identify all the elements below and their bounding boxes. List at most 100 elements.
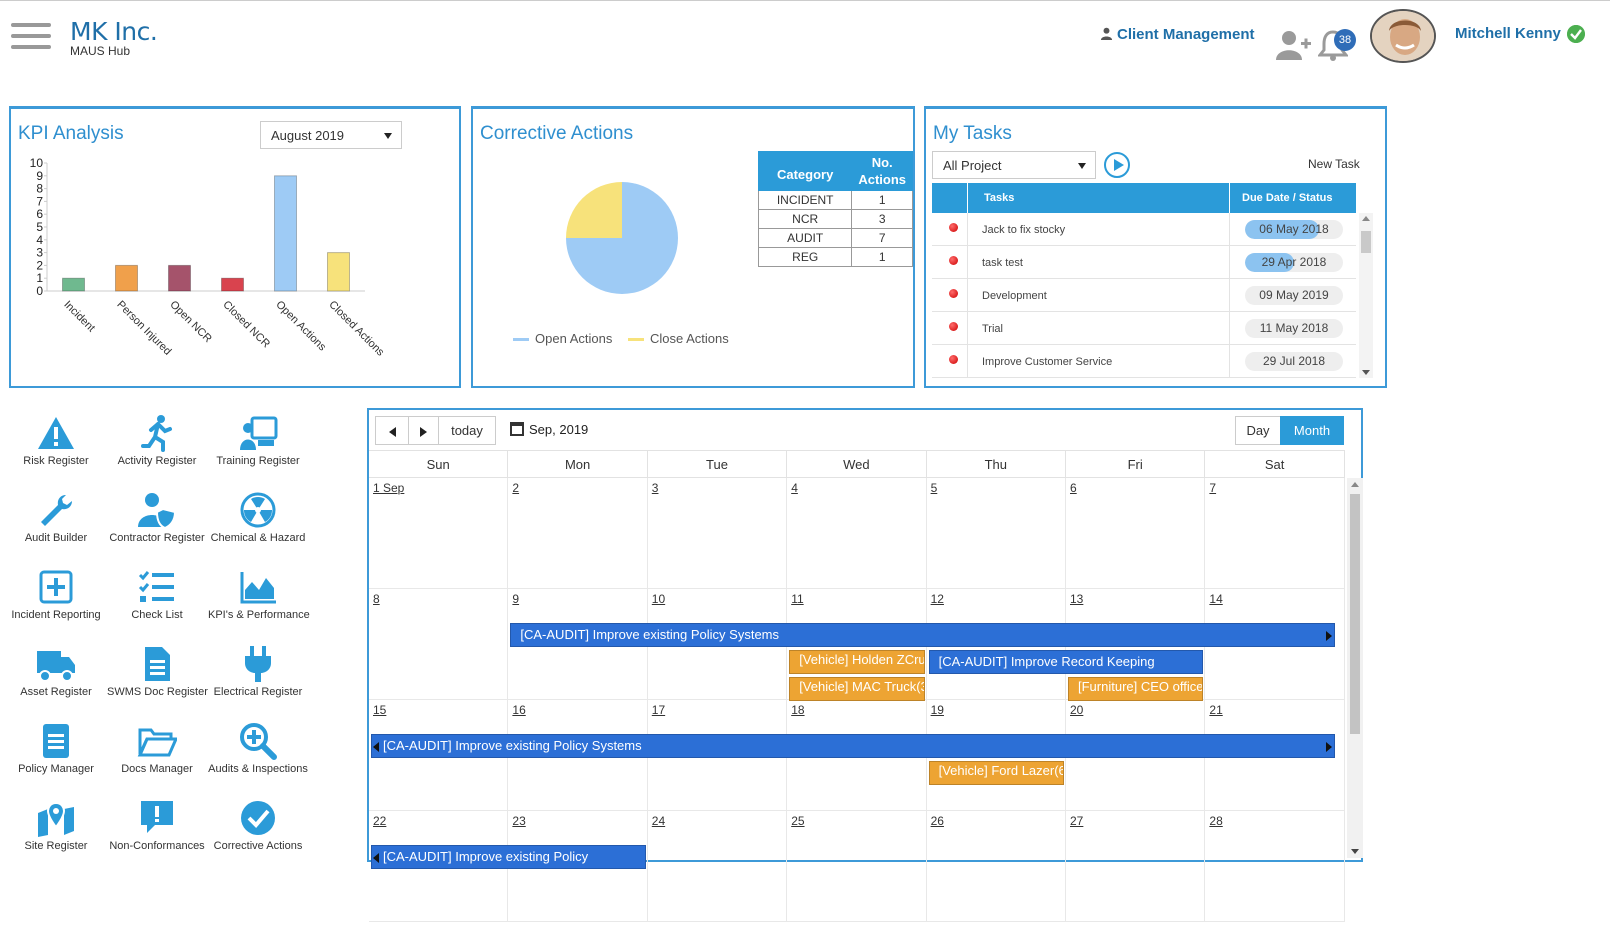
module-tile[interactable]: Audit Builder: [6, 491, 106, 561]
day-number[interactable]: 20: [1070, 703, 1084, 717]
module-tile[interactable]: Asset Register: [6, 645, 106, 715]
bar[interactable]: [221, 277, 244, 292]
module-tile[interactable]: Risk Register: [6, 414, 106, 484]
day-number[interactable]: 2: [512, 481, 520, 495]
calendar-event[interactable]: [Vehicle] Holden ZCruz(5): [789, 650, 925, 674]
pie-slice[interactable]: [566, 182, 622, 238]
scroll-thumb[interactable]: [1350, 494, 1360, 734]
day-number[interactable]: 8: [373, 592, 380, 606]
module-tile[interactable]: KPI's & Performance: [208, 568, 310, 638]
legend-item[interactable]: Close Actions: [627, 331, 729, 346]
notification-badge[interactable]: 38: [1334, 29, 1356, 51]
prev-month-button[interactable]: [375, 416, 409, 445]
new-task-button[interactable]: New Task: [1308, 157, 1360, 171]
day-number[interactable]: 5: [930, 481, 938, 495]
day-number[interactable]: 27: [1070, 814, 1084, 828]
day-view-button[interactable]: Day: [1235, 416, 1281, 445]
bar[interactable]: [115, 264, 138, 292]
day-number[interactable]: 12: [930, 592, 944, 606]
day-cell[interactable]: 14: [1205, 589, 1345, 700]
day-number[interactable]: 4: [791, 481, 798, 495]
day-number[interactable]: 11: [791, 592, 804, 606]
day-number[interactable]: 10: [651, 592, 666, 606]
pie-slice[interactable]: [566, 182, 678, 294]
user-name[interactable]: Mitchell Kenny: [1455, 25, 1561, 42]
tasks-scrollbar[interactable]: [1359, 213, 1373, 378]
day-number[interactable]: 9: [512, 592, 520, 606]
kpi-period-dropdown[interactable]: August 2019: [260, 121, 402, 149]
day-cell[interactable]: 26: [926, 811, 1066, 922]
module-tile[interactable]: Site Register: [6, 799, 106, 869]
logo[interactable]: MK Inc. MAUS Hub: [70, 17, 158, 58]
scroll-thumb[interactable]: [1361, 231, 1371, 253]
next-month-button[interactable]: [408, 416, 439, 445]
day-cell[interactable]: 21: [1205, 700, 1345, 811]
day-cell[interactable]: 7: [1205, 478, 1345, 589]
calendar-event[interactable]: [CA-AUDIT] Improve existing Policy Syste…: [371, 734, 1335, 758]
bar[interactable]: [327, 252, 350, 292]
day-number[interactable]: 26: [930, 814, 944, 828]
day-number[interactable]: 23: [512, 814, 526, 828]
day-cell[interactable]: 27: [1066, 811, 1206, 922]
module-tile[interactable]: Policy Manager: [6, 722, 106, 792]
module-tile[interactable]: Activity Register: [107, 414, 207, 484]
day-number[interactable]: 14: [1209, 592, 1223, 606]
avatar[interactable]: [1370, 9, 1436, 63]
bar[interactable]: [274, 175, 297, 292]
task-row[interactable]: Improve Customer Service 29 Jul 2018: [932, 345, 1356, 378]
month-view-button[interactable]: Month: [1280, 416, 1344, 445]
project-filter-dropdown[interactable]: All Project: [932, 151, 1096, 179]
day-cell[interactable]: 24: [647, 811, 788, 922]
scroll-up-icon[interactable]: [1362, 216, 1370, 221]
day-number[interactable]: 3: [651, 481, 659, 495]
calendar-event[interactable]: [CA-AUDIT] Improve existing Policy: [371, 845, 646, 869]
day-number[interactable]: 25: [791, 814, 805, 828]
day-number[interactable]: 15: [373, 703, 387, 717]
day-number[interactable]: 18: [791, 703, 805, 717]
play-icon[interactable]: [1104, 152, 1130, 178]
day-number[interactable]: 22: [373, 814, 387, 828]
scroll-down-icon[interactable]: [1362, 370, 1370, 375]
day-number[interactable]: 19: [930, 703, 944, 717]
module-tile[interactable]: Incident Reporting: [6, 568, 106, 638]
day-number[interactable]: 28: [1209, 814, 1223, 828]
module-tile[interactable]: Docs Manager: [107, 722, 207, 792]
day-cell[interactable]: 23: [508, 811, 648, 922]
module-tile[interactable]: Non-Conformances: [107, 799, 207, 869]
task-row[interactable]: Trial 11 May 2018: [932, 312, 1356, 345]
module-tile[interactable]: SWMS Doc Register: [107, 645, 208, 715]
day-number[interactable]: 6: [1070, 481, 1077, 495]
day-number[interactable]: 1 Sep: [373, 481, 405, 495]
add-user-icon[interactable]: [1276, 29, 1312, 61]
day-cell[interactable]: 3: [647, 478, 788, 589]
module-tile[interactable]: Electrical Register: [208, 645, 308, 715]
module-tile[interactable]: Audits & Inspections: [208, 722, 308, 792]
today-button[interactable]: today: [438, 416, 496, 445]
task-row[interactable]: task test 29 Apr 2018: [932, 246, 1356, 279]
module-tile[interactable]: Training Register: [208, 414, 308, 484]
day-number[interactable]: 21: [1209, 703, 1223, 717]
calendar-scrollbar[interactable]: [1347, 478, 1363, 858]
scroll-down-icon[interactable]: [1351, 849, 1359, 854]
bar[interactable]: [168, 264, 191, 292]
legend-item[interactable]: Open Actions: [513, 331, 612, 346]
day-cell[interactable]: 6: [1066, 478, 1206, 589]
day-cell[interactable]: 5: [926, 478, 1066, 589]
calendar-event[interactable]: [Vehicle] MAC Truck(345): [789, 677, 925, 701]
module-tile[interactable]: Corrective Actions: [208, 799, 308, 869]
scroll-up-icon[interactable]: [1351, 482, 1359, 487]
day-cell[interactable]: 1 Sep: [369, 478, 509, 589]
task-row[interactable]: Jack to fix stocky 06 May 2018: [932, 213, 1356, 246]
module-tile[interactable]: Contractor Register: [107, 491, 207, 561]
calendar-event[interactable]: [CA-AUDIT] Improve Record Keeping: [928, 650, 1204, 674]
day-cell[interactable]: 8: [369, 589, 509, 700]
day-number[interactable]: 17: [651, 703, 666, 717]
day-cell[interactable]: 25: [787, 811, 927, 922]
bar[interactable]: [62, 277, 85, 292]
day-cell[interactable]: 2: [508, 478, 648, 589]
task-row[interactable]: Development 09 May 2019: [932, 279, 1356, 312]
day-cell[interactable]: 4: [787, 478, 927, 589]
calendar-event[interactable]: [Vehicle] Ford Lazer(64): [928, 761, 1064, 785]
day-number[interactable]: 7: [1209, 481, 1217, 495]
